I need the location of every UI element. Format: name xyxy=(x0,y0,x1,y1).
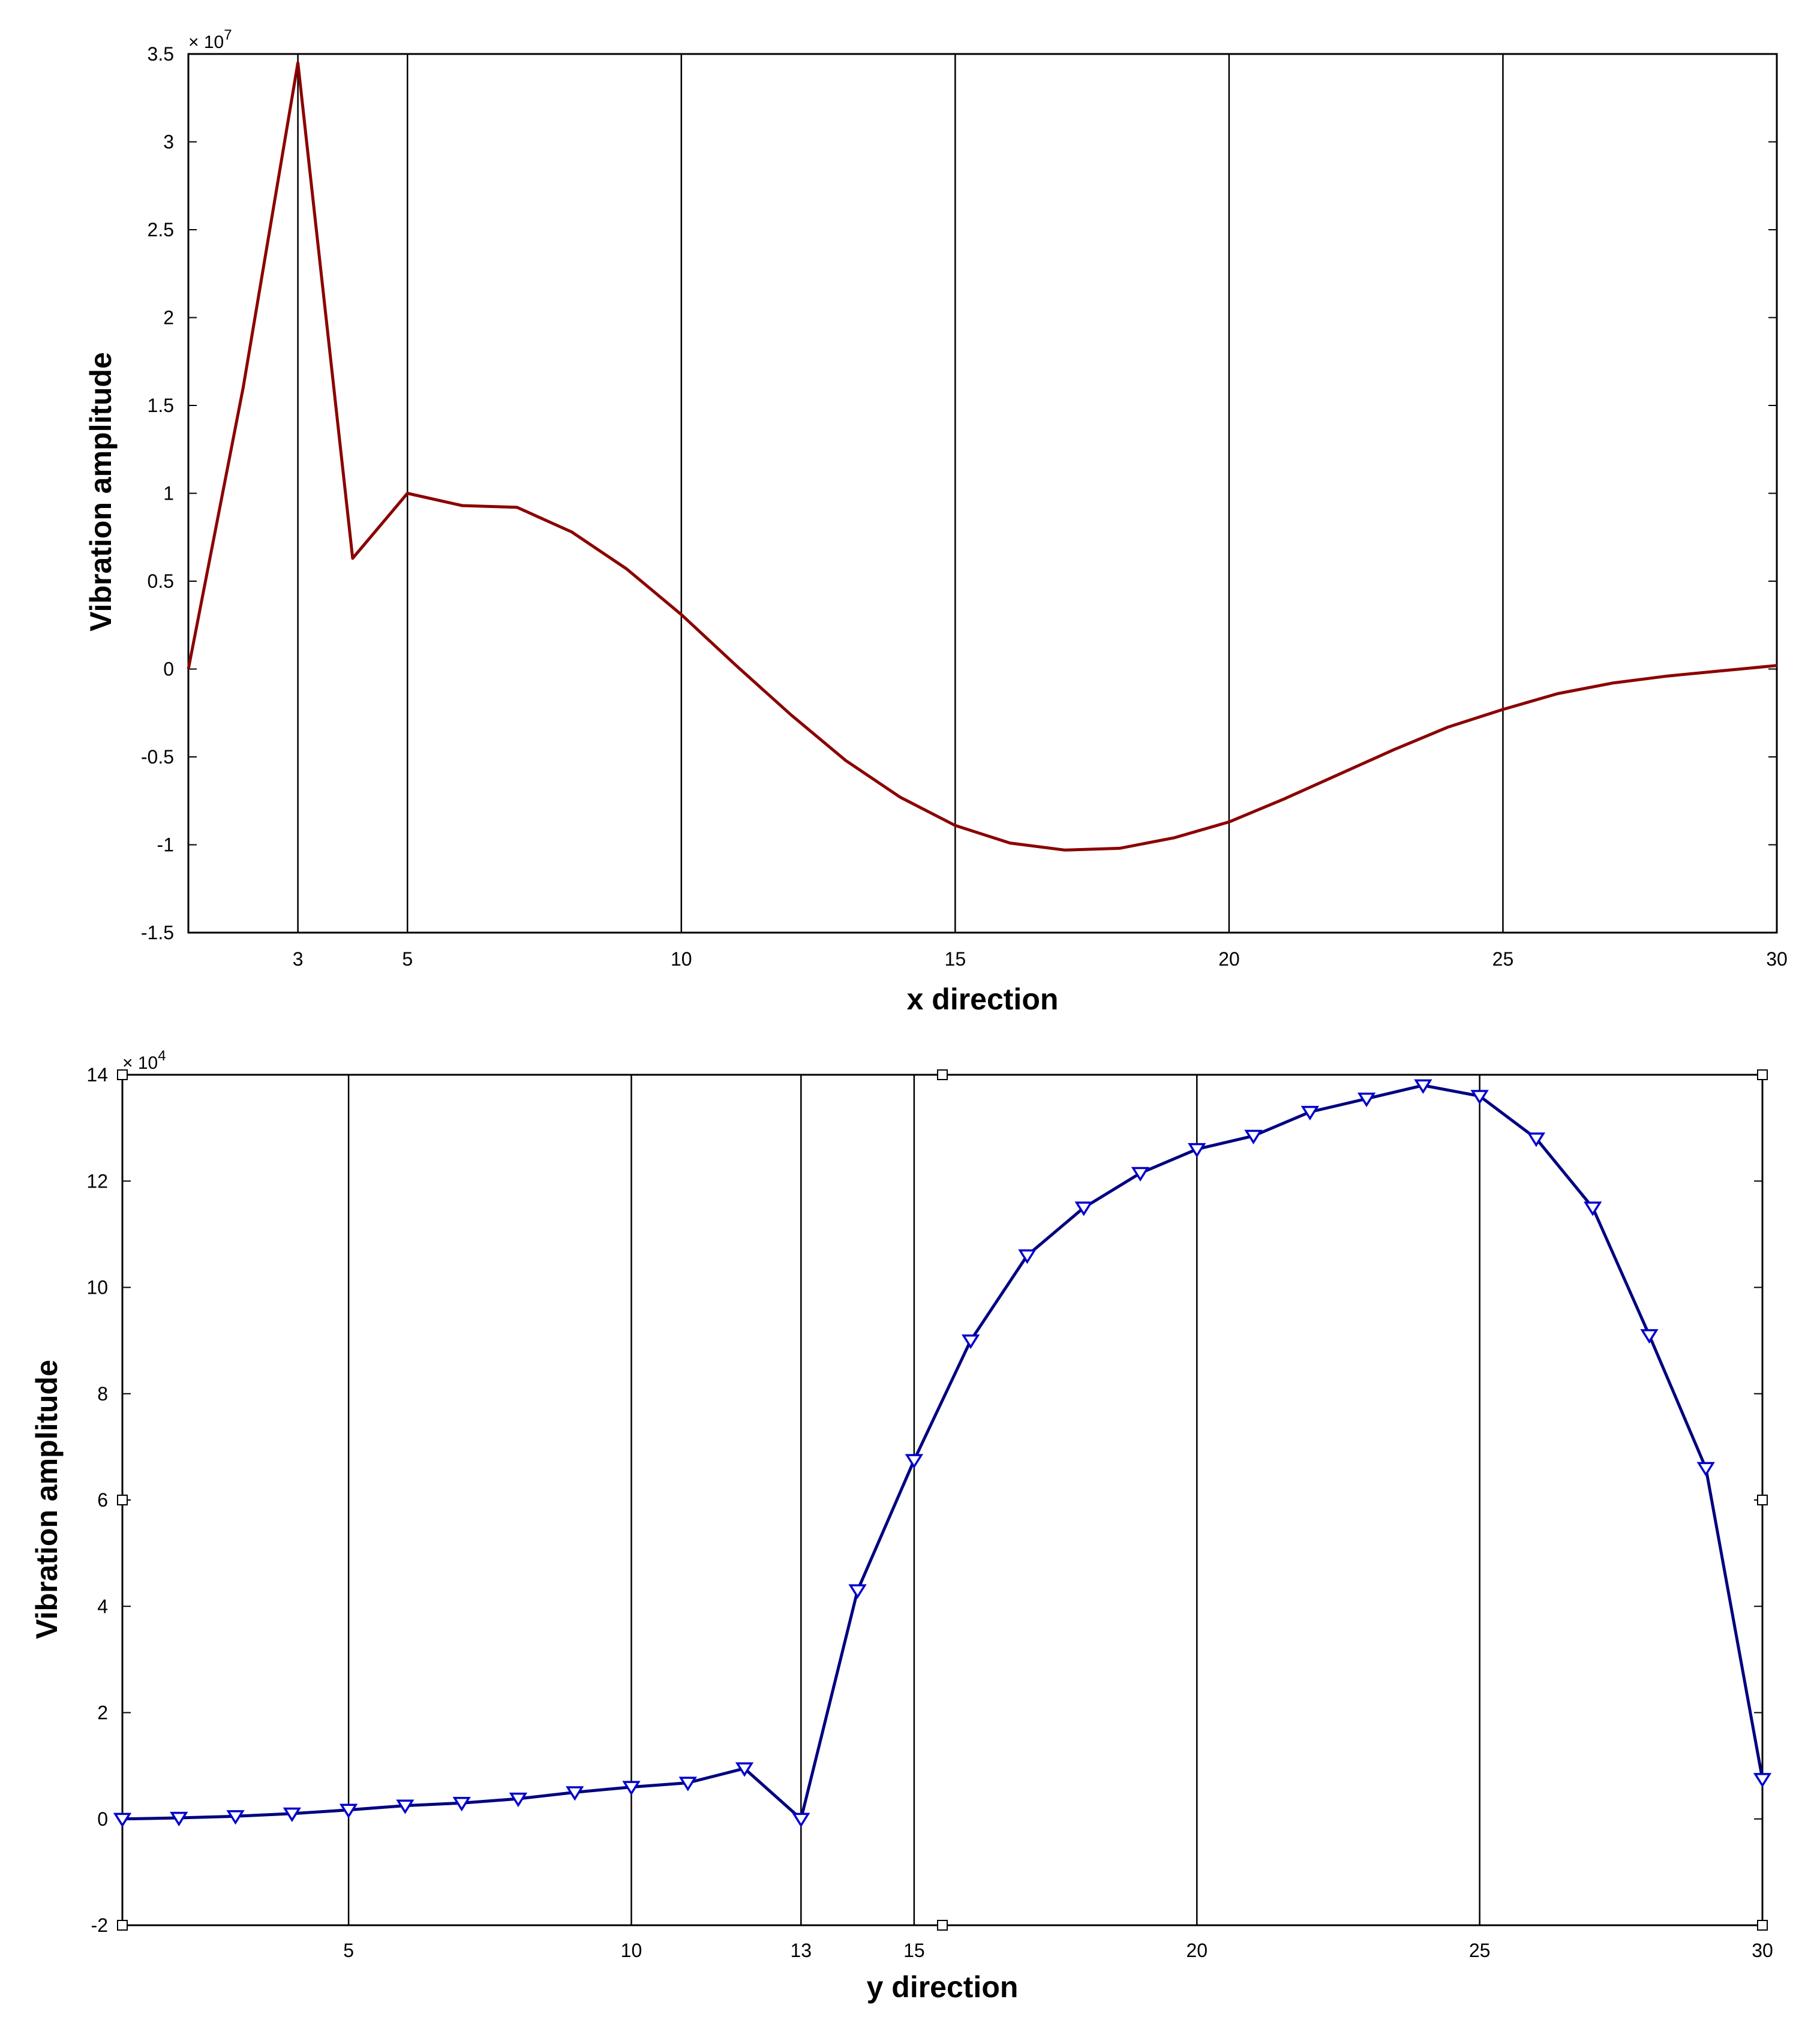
x-axis-label: y direction xyxy=(867,1970,1019,2004)
y-multiplier: × 104 xyxy=(122,1048,166,1073)
data-point-marker xyxy=(226,1810,245,1825)
data-point-marker xyxy=(452,1797,471,1812)
y-tick-label: 3.5 xyxy=(148,43,174,65)
corner-square-marker xyxy=(1757,1920,1768,1931)
corner-square-marker xyxy=(937,1920,948,1931)
corner-square-marker xyxy=(937,1069,948,1080)
data-point-marker xyxy=(566,1786,584,1801)
corner-square-marker xyxy=(1757,1495,1768,1505)
y-multiplier-exponent: 7 xyxy=(224,27,232,43)
x-tick-label: 30 xyxy=(1766,948,1788,970)
data-point-marker xyxy=(339,1803,358,1818)
x-tick-label: 10 xyxy=(671,948,692,970)
data-point-marker xyxy=(1357,1092,1376,1107)
x-ticks: 5 10 13 15 20 25 30 xyxy=(343,1917,1773,1961)
data-point-marker xyxy=(1640,1329,1659,1344)
data-point-marker xyxy=(509,1792,528,1808)
data-point-marker xyxy=(170,1811,188,1827)
data-point-marker xyxy=(678,1776,697,1791)
y-ticks: -1.5 -1 -0.5 0 0.5 1 1.5 2 2.5 3 3.5 xyxy=(141,43,1777,943)
data-point-marker xyxy=(905,1454,924,1469)
data-point-marker xyxy=(396,1799,415,1814)
y-tick-label: 1 xyxy=(163,483,174,504)
data-point-marker xyxy=(622,1781,641,1796)
x-tick-label: 15 xyxy=(903,1940,925,1961)
data-point-marker xyxy=(1018,1249,1037,1264)
y-tick-label: -1 xyxy=(157,834,174,856)
y-axis-label: Vibration amplitude xyxy=(30,1360,64,1639)
series-line xyxy=(187,61,1777,852)
x-tick-label: 25 xyxy=(1492,948,1514,970)
plot-area-frame xyxy=(187,53,1778,934)
y-tick-label: 6 xyxy=(97,1489,108,1511)
corner-square-marker xyxy=(117,1069,128,1080)
data-point-marker xyxy=(961,1334,980,1349)
y-tick-label: 12 xyxy=(86,1170,108,1192)
x-tick-label: 10 xyxy=(621,1940,642,1961)
y-tick-label: -2 xyxy=(91,1914,108,1936)
x-tick-label: 15 xyxy=(945,948,966,970)
y-tick-label: 2 xyxy=(163,307,174,329)
data-point-marker xyxy=(1414,1079,1432,1094)
corner-square-marker xyxy=(1757,1069,1768,1080)
y-tick-label: 3 xyxy=(163,131,174,153)
data-point-marker xyxy=(1696,1462,1715,1477)
x-direction-chart: -1.5-1-0.500.511.522.533.5 3 5 10 15 20 25 30 … xyxy=(84,27,1788,1016)
x-axis-label: x direction xyxy=(907,982,1059,1016)
x-tick-label: 13 xyxy=(791,1940,812,1961)
y-tick-label: 4 xyxy=(97,1595,108,1617)
data-point-marker xyxy=(1188,1143,1206,1158)
data-point-marker xyxy=(1753,1773,1772,1788)
y-multiplier-exponent: 4 xyxy=(158,1048,166,1064)
y-ticks: -2 0 2 4 6 8 10 12 14 xyxy=(86,1064,1762,1936)
data-point-marker xyxy=(1131,1167,1150,1182)
y-tick-label: -0.5 xyxy=(141,746,174,768)
data-point-marker xyxy=(848,1584,867,1599)
data-point-marker xyxy=(792,1812,810,1827)
y-multiplier: × 107 xyxy=(188,27,232,52)
data-point-marker xyxy=(1074,1201,1093,1216)
y-tick-label: -1.5 xyxy=(141,922,174,943)
x-tick-label: 25 xyxy=(1469,1940,1491,1961)
data-point-marker xyxy=(113,1812,132,1827)
series-layer xyxy=(113,1079,1772,1827)
y-tick-label: 1.5 xyxy=(148,395,174,416)
data-point-marker xyxy=(1301,1105,1319,1121)
y-multiplier-base: × 10 xyxy=(188,32,224,52)
x-tick-label: 20 xyxy=(1218,948,1240,970)
series-layer xyxy=(187,61,1777,852)
data-point-marker xyxy=(1584,1201,1602,1216)
y-multiplier-base: × 10 xyxy=(122,1053,158,1073)
x-tick-label: 5 xyxy=(343,1940,354,1961)
y-tick-label: 0 xyxy=(97,1808,108,1830)
data-point-marker xyxy=(1244,1129,1263,1145)
x-tick-label: 3 xyxy=(293,948,304,970)
y-tick-label: 0.5 xyxy=(148,570,174,592)
x-tick-label: 20 xyxy=(1186,1940,1208,1961)
gridlines xyxy=(297,54,1504,933)
y-tick-label: 8 xyxy=(97,1383,108,1405)
data-point-marker xyxy=(283,1807,301,1822)
corner-square-marker xyxy=(117,1495,128,1505)
series-line xyxy=(122,1084,1764,1821)
plot-area-frame xyxy=(121,1074,1764,1926)
y-tick-label: 2.5 xyxy=(148,219,174,241)
y-tick-label: 14 xyxy=(86,1064,108,1086)
gridlines xyxy=(347,1075,1480,1925)
y-axis-label: Vibration amplitude xyxy=(84,352,118,632)
data-point-marker xyxy=(1470,1090,1489,1105)
data-point-marker xyxy=(735,1762,754,1777)
data-point-marker xyxy=(1527,1132,1546,1147)
corner-square-marker xyxy=(117,1920,128,1931)
axis-corner-markers xyxy=(117,1069,1768,1931)
x-ticks: 3 5 10 15 20 25 30 xyxy=(293,924,1788,970)
y-tick-label: 0 xyxy=(163,659,174,680)
x-tick-label: 30 xyxy=(1752,1940,1773,1961)
x-tick-label: 5 xyxy=(402,948,413,970)
y-tick-label: 10 xyxy=(86,1277,108,1298)
y-tick-label: 2 xyxy=(97,1702,108,1724)
